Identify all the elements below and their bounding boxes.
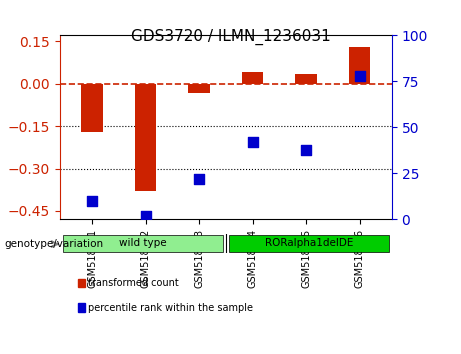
Bar [242, 72, 263, 84]
Text: wild type: wild type [119, 238, 167, 249]
Point [89, 198, 96, 204]
FancyBboxPatch shape [229, 235, 389, 252]
Point [195, 176, 203, 182]
Text: GDS3720 / ILMN_1236031: GDS3720 / ILMN_1236031 [130, 28, 331, 45]
FancyBboxPatch shape [63, 235, 223, 252]
Point [356, 73, 363, 79]
Bar [81, 84, 103, 132]
Text: percentile rank within the sample: percentile rank within the sample [88, 303, 253, 313]
Point [142, 213, 149, 219]
Point [302, 147, 310, 152]
Bar [349, 47, 371, 84]
Point [249, 139, 256, 145]
Text: transformed count: transformed count [88, 278, 178, 288]
Bar [135, 84, 156, 191]
Text: RORalpha1delDE: RORalpha1delDE [265, 238, 353, 249]
Bar [189, 84, 210, 93]
Text: genotype/variation: genotype/variation [5, 239, 104, 249]
Bar [296, 74, 317, 84]
